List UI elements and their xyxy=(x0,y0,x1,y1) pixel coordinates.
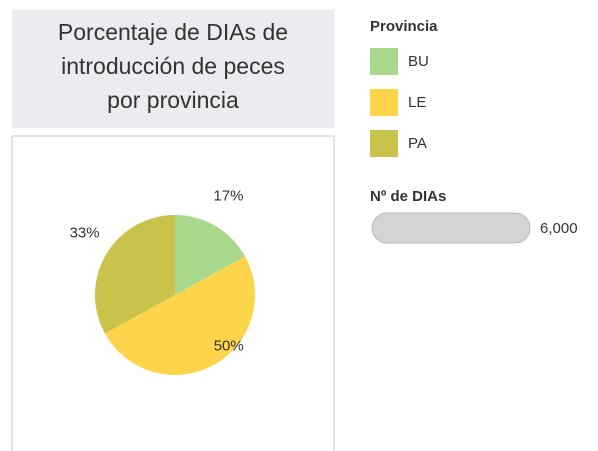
chart-title: por provincia xyxy=(107,87,239,113)
title-box xyxy=(12,10,334,128)
chart-title: introducción de peces xyxy=(61,53,285,79)
legend-label: PA xyxy=(408,135,427,152)
size-legend-title: Nº de DIAs xyxy=(370,188,446,205)
legend-swatch xyxy=(370,130,398,157)
pie-slice xyxy=(94,215,175,334)
chart-title: Porcentaje de DIAs de xyxy=(58,19,288,45)
legend-swatch xyxy=(370,48,398,75)
legend-label: LE xyxy=(408,94,426,111)
data-label: 17% xyxy=(213,188,243,205)
data-label: 50% xyxy=(214,337,244,354)
legend-title: Provincia xyxy=(370,18,438,35)
chart-panel xyxy=(11,135,335,451)
data-label: 33% xyxy=(70,225,100,242)
pie-slice xyxy=(104,256,256,375)
size-legend-mark xyxy=(371,212,531,244)
legend-swatch xyxy=(370,89,398,116)
legend-label: BU xyxy=(408,53,429,70)
size-legend-label: 6,000 xyxy=(540,220,578,237)
pie-slice xyxy=(175,215,246,295)
